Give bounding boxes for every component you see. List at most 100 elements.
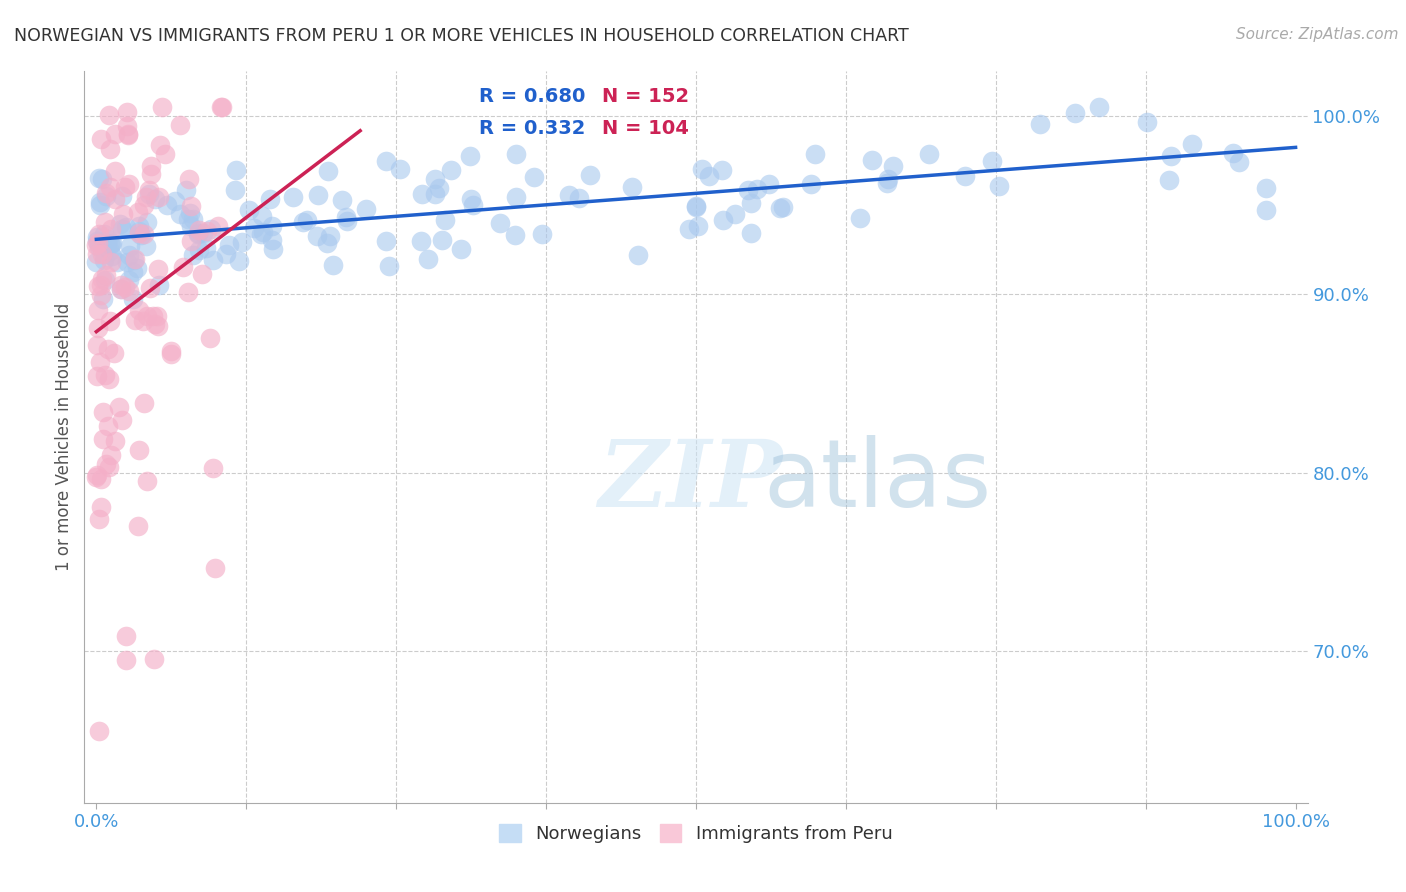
- Point: [621, 179, 644, 194]
- Point: [1088, 100, 1111, 114]
- Point: [440, 163, 463, 178]
- Point: [97, 419, 120, 434]
- Point: [139, 281, 162, 295]
- Point: [127, 261, 149, 276]
- Point: [389, 162, 412, 177]
- Point: [129, 228, 152, 243]
- Point: [132, 227, 155, 242]
- Point: [882, 159, 904, 173]
- Point: [1136, 115, 1159, 129]
- Point: [1180, 137, 1202, 152]
- Point: [724, 207, 747, 221]
- Point: [242, 220, 264, 235]
- Point: [100, 221, 122, 235]
- Point: [128, 224, 150, 238]
- Point: [86, 247, 108, 261]
- Point: [568, 190, 591, 204]
- Point: [100, 448, 122, 462]
- Point: [987, 179, 1010, 194]
- Point: [204, 561, 226, 575]
- Point: [128, 442, 150, 457]
- Point: [127, 205, 149, 219]
- Point: [128, 219, 150, 234]
- Point: [187, 227, 209, 241]
- Point: [89, 194, 111, 209]
- Point: [262, 242, 284, 256]
- Point: [374, 234, 396, 248]
- Point: [124, 252, 146, 266]
- Point: [87, 235, 110, 250]
- Text: NORWEGIAN VS IMMIGRANTS FROM PERU 1 OR MORE VEHICLES IN HOUSEHOLD CORRELATION CH: NORWEGIAN VS IMMIGRANTS FROM PERU 1 OR M…: [14, 27, 908, 45]
- Point: [93, 227, 115, 241]
- Point: [374, 153, 396, 168]
- Point: [319, 229, 342, 244]
- Point: [132, 396, 155, 410]
- Point: [505, 146, 527, 161]
- Point: [207, 219, 229, 234]
- Point: [148, 262, 170, 277]
- Point: [1254, 180, 1277, 194]
- Point: [91, 405, 114, 419]
- Point: [149, 137, 172, 152]
- Point: [558, 187, 581, 202]
- Point: [150, 100, 173, 114]
- Point: [89, 227, 111, 242]
- Point: [188, 243, 211, 257]
- Point: [120, 239, 142, 253]
- Point: [411, 234, 433, 248]
- Point: [87, 321, 110, 335]
- Y-axis label: 1 or more Vehicles in Household: 1 or more Vehicles in Household: [55, 303, 73, 571]
- Point: [98, 236, 121, 251]
- Point: [322, 258, 344, 272]
- Point: [450, 242, 472, 256]
- Point: [434, 213, 457, 227]
- Point: [94, 214, 117, 228]
- Point: [90, 500, 112, 515]
- Point: [108, 400, 131, 414]
- Point: [307, 228, 329, 243]
- Point: [918, 147, 941, 161]
- Point: [110, 277, 132, 292]
- Point: [135, 190, 157, 204]
- Point: [758, 178, 780, 192]
- Point: [91, 292, 114, 306]
- Point: [1063, 106, 1085, 120]
- Point: [114, 180, 136, 194]
- Point: [86, 238, 108, 252]
- Point: [260, 233, 283, 247]
- Point: [356, 202, 378, 217]
- Point: [87, 303, 110, 318]
- Point: [91, 433, 114, 447]
- Point: [211, 100, 233, 114]
- Point: [104, 434, 127, 448]
- Point: [772, 200, 794, 214]
- Point: [108, 217, 131, 231]
- Point: [97, 372, 120, 386]
- Point: [90, 277, 112, 292]
- Point: [114, 280, 136, 294]
- Point: [103, 346, 125, 360]
- Point: [115, 104, 138, 119]
- Point: [89, 198, 111, 212]
- Point: [180, 199, 202, 213]
- Point: [118, 177, 141, 191]
- Point: [292, 215, 315, 229]
- Point: [97, 342, 120, 356]
- Point: [142, 309, 165, 323]
- Point: [195, 224, 218, 238]
- Text: atlas: atlas: [763, 435, 991, 527]
- Point: [187, 226, 209, 240]
- Point: [179, 206, 201, 220]
- Point: [122, 252, 145, 267]
- Point: [172, 260, 194, 274]
- Point: [378, 259, 401, 273]
- Point: [86, 254, 108, 268]
- Point: [740, 196, 762, 211]
- Point: [90, 271, 112, 285]
- Point: [259, 192, 281, 206]
- Point: [111, 207, 134, 221]
- Point: [104, 127, 127, 141]
- Point: [96, 236, 118, 251]
- Point: [138, 183, 160, 197]
- Point: [711, 212, 734, 227]
